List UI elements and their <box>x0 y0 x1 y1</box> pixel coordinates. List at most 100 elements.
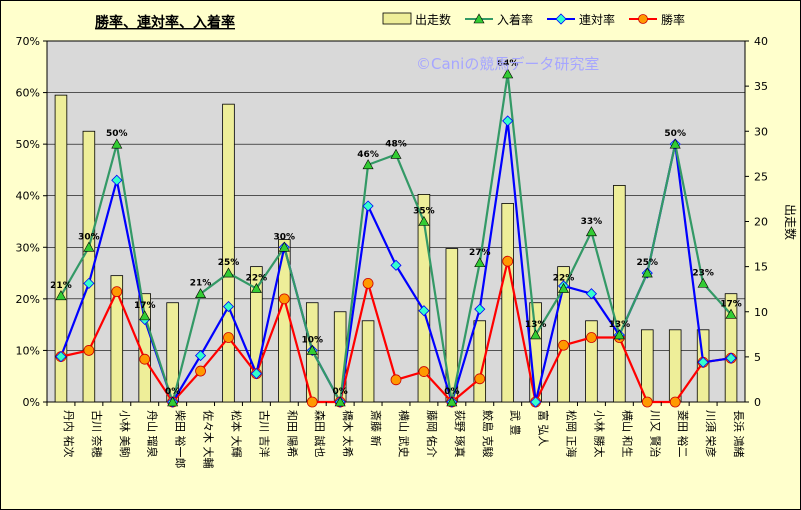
data-label: 64% <box>497 59 519 69</box>
marker-連対率 <box>390 259 402 271</box>
marker-勝率 <box>669 396 681 408</box>
marker-入着率 <box>697 277 709 288</box>
plot-area <box>46 40 746 403</box>
bar-7 <box>250 266 263 403</box>
y-tick-label: 60% <box>16 87 40 100</box>
bar-18 <box>557 266 570 403</box>
marker-連対率 <box>362 200 374 212</box>
data-label: 17% <box>720 299 742 309</box>
marker-入着率 <box>83 241 95 252</box>
bar-11 <box>361 320 375 403</box>
data-label: 25% <box>218 258 240 268</box>
data-label: 21% <box>190 279 212 289</box>
data-label: 17% <box>134 301 156 311</box>
marker-連対率 <box>418 305 430 317</box>
y2-tick-label: 10 <box>754 306 768 319</box>
bar-0 <box>54 94 68 403</box>
y2-tick-label: 15 <box>754 261 768 274</box>
data-label: 10% <box>301 335 323 345</box>
x-tick-label: 小林 美駒 <box>118 410 132 458</box>
x-tick-label: 舟山 瑠泉 <box>146 410 160 458</box>
x-tick-label: 川須 栄彦 <box>704 410 718 458</box>
y2-tick-label: 35 <box>754 80 768 93</box>
x-tick-label: 富 弘人 <box>537 410 551 447</box>
data-label: 30% <box>274 232 296 242</box>
marker-連対率 <box>83 277 95 289</box>
data-label: 50% <box>664 129 686 139</box>
x-tick-label: 森田 誠也 <box>313 410 327 458</box>
bar-19 <box>585 320 598 403</box>
data-label: 0% <box>165 387 180 397</box>
marker-勝率 <box>558 339 569 351</box>
data-label: 50% <box>106 129 128 139</box>
marker-連対率 <box>111 174 123 186</box>
legend-marker <box>473 13 485 24</box>
marker-入着率 <box>278 241 290 252</box>
marker-入着率 <box>558 282 570 293</box>
y-tick-label: 30% <box>16 241 40 254</box>
marker-連対率 <box>222 301 235 313</box>
marker-勝率 <box>502 255 514 267</box>
bar-22 <box>668 329 682 403</box>
marker-勝率 <box>195 365 206 377</box>
marker-勝率 <box>474 373 486 385</box>
bar-6 <box>222 103 235 403</box>
x-tick-label: 荻野 琢真 <box>453 410 467 458</box>
data-label: 46% <box>357 150 379 160</box>
x-tick-label: 川又 賢治 <box>648 410 662 458</box>
x-tick-label: 横山 武史 <box>397 410 411 458</box>
marker-入着率 <box>474 257 486 268</box>
y-tick-label: 70% <box>16 35 40 48</box>
legend-label: 勝率 <box>661 12 685 27</box>
marker-入着率 <box>195 288 207 299</box>
marker-入着率 <box>250 282 262 293</box>
marker-連対率 <box>502 115 514 127</box>
marker-勝率 <box>83 345 95 356</box>
marker-入着率 <box>725 308 737 319</box>
data-label: 0% <box>444 387 459 397</box>
x-tick-label: 小林 勝太 <box>592 410 606 458</box>
x-tick-label: 丹内 祐次 <box>62 410 76 458</box>
marker-入着率 <box>139 310 151 321</box>
marker-勝率 <box>641 396 653 408</box>
x-tick-label: 武 豊 <box>509 410 522 436</box>
bar-13 <box>417 194 431 403</box>
legend-label: 連対率 <box>579 12 615 27</box>
marker-勝率 <box>111 286 123 298</box>
y2-tick-label: 30 <box>754 125 768 138</box>
x-tick-label: 松本 大輝 <box>229 410 243 458</box>
x-tick-label: 橋木 太希 <box>341 410 355 458</box>
bar-2 <box>110 275 124 403</box>
marker-入着率 <box>334 396 346 407</box>
y2-axis-label: 出走数 <box>783 204 798 240</box>
x-tick-label: 鮫島 克駿 <box>481 410 495 458</box>
y2-tick-label: 20 <box>754 216 768 229</box>
marker-連対率 <box>194 350 207 362</box>
marker-入着率 <box>390 148 402 159</box>
data-label: 22% <box>553 274 575 284</box>
marker-連対率 <box>585 288 598 300</box>
y2-tick-label: 40 <box>754 35 768 48</box>
marker-入着率 <box>111 138 123 149</box>
y-tick-label: 10% <box>16 344 40 357</box>
data-label: 22% <box>246 274 268 284</box>
marker-入着率 <box>222 267 234 278</box>
legend: 出走数 入着率 連対率 勝率 <box>382 12 685 27</box>
y-tick-label: 50% <box>16 138 40 151</box>
y-tick-label: 40% <box>16 190 40 203</box>
data-label: 13% <box>525 320 547 330</box>
data-label: 35% <box>413 207 435 217</box>
data-label: 21% <box>50 281 72 291</box>
x-tick-label: 和田 陽希 <box>285 410 299 458</box>
y2-tick-label: 25 <box>754 170 768 183</box>
bar-15 <box>473 320 487 403</box>
x-tick-label: 柴田 裕一郎 <box>174 410 188 469</box>
x-tick-label: 古川 吉洋 <box>257 410 271 458</box>
marker-入着率 <box>613 329 625 340</box>
bar-20 <box>613 184 626 403</box>
legend-swatch <box>382 12 412 25</box>
marker-勝率 <box>306 396 318 408</box>
marker-連対率 <box>474 303 486 315</box>
bar-24 <box>724 293 738 403</box>
legend-marker <box>555 13 567 25</box>
